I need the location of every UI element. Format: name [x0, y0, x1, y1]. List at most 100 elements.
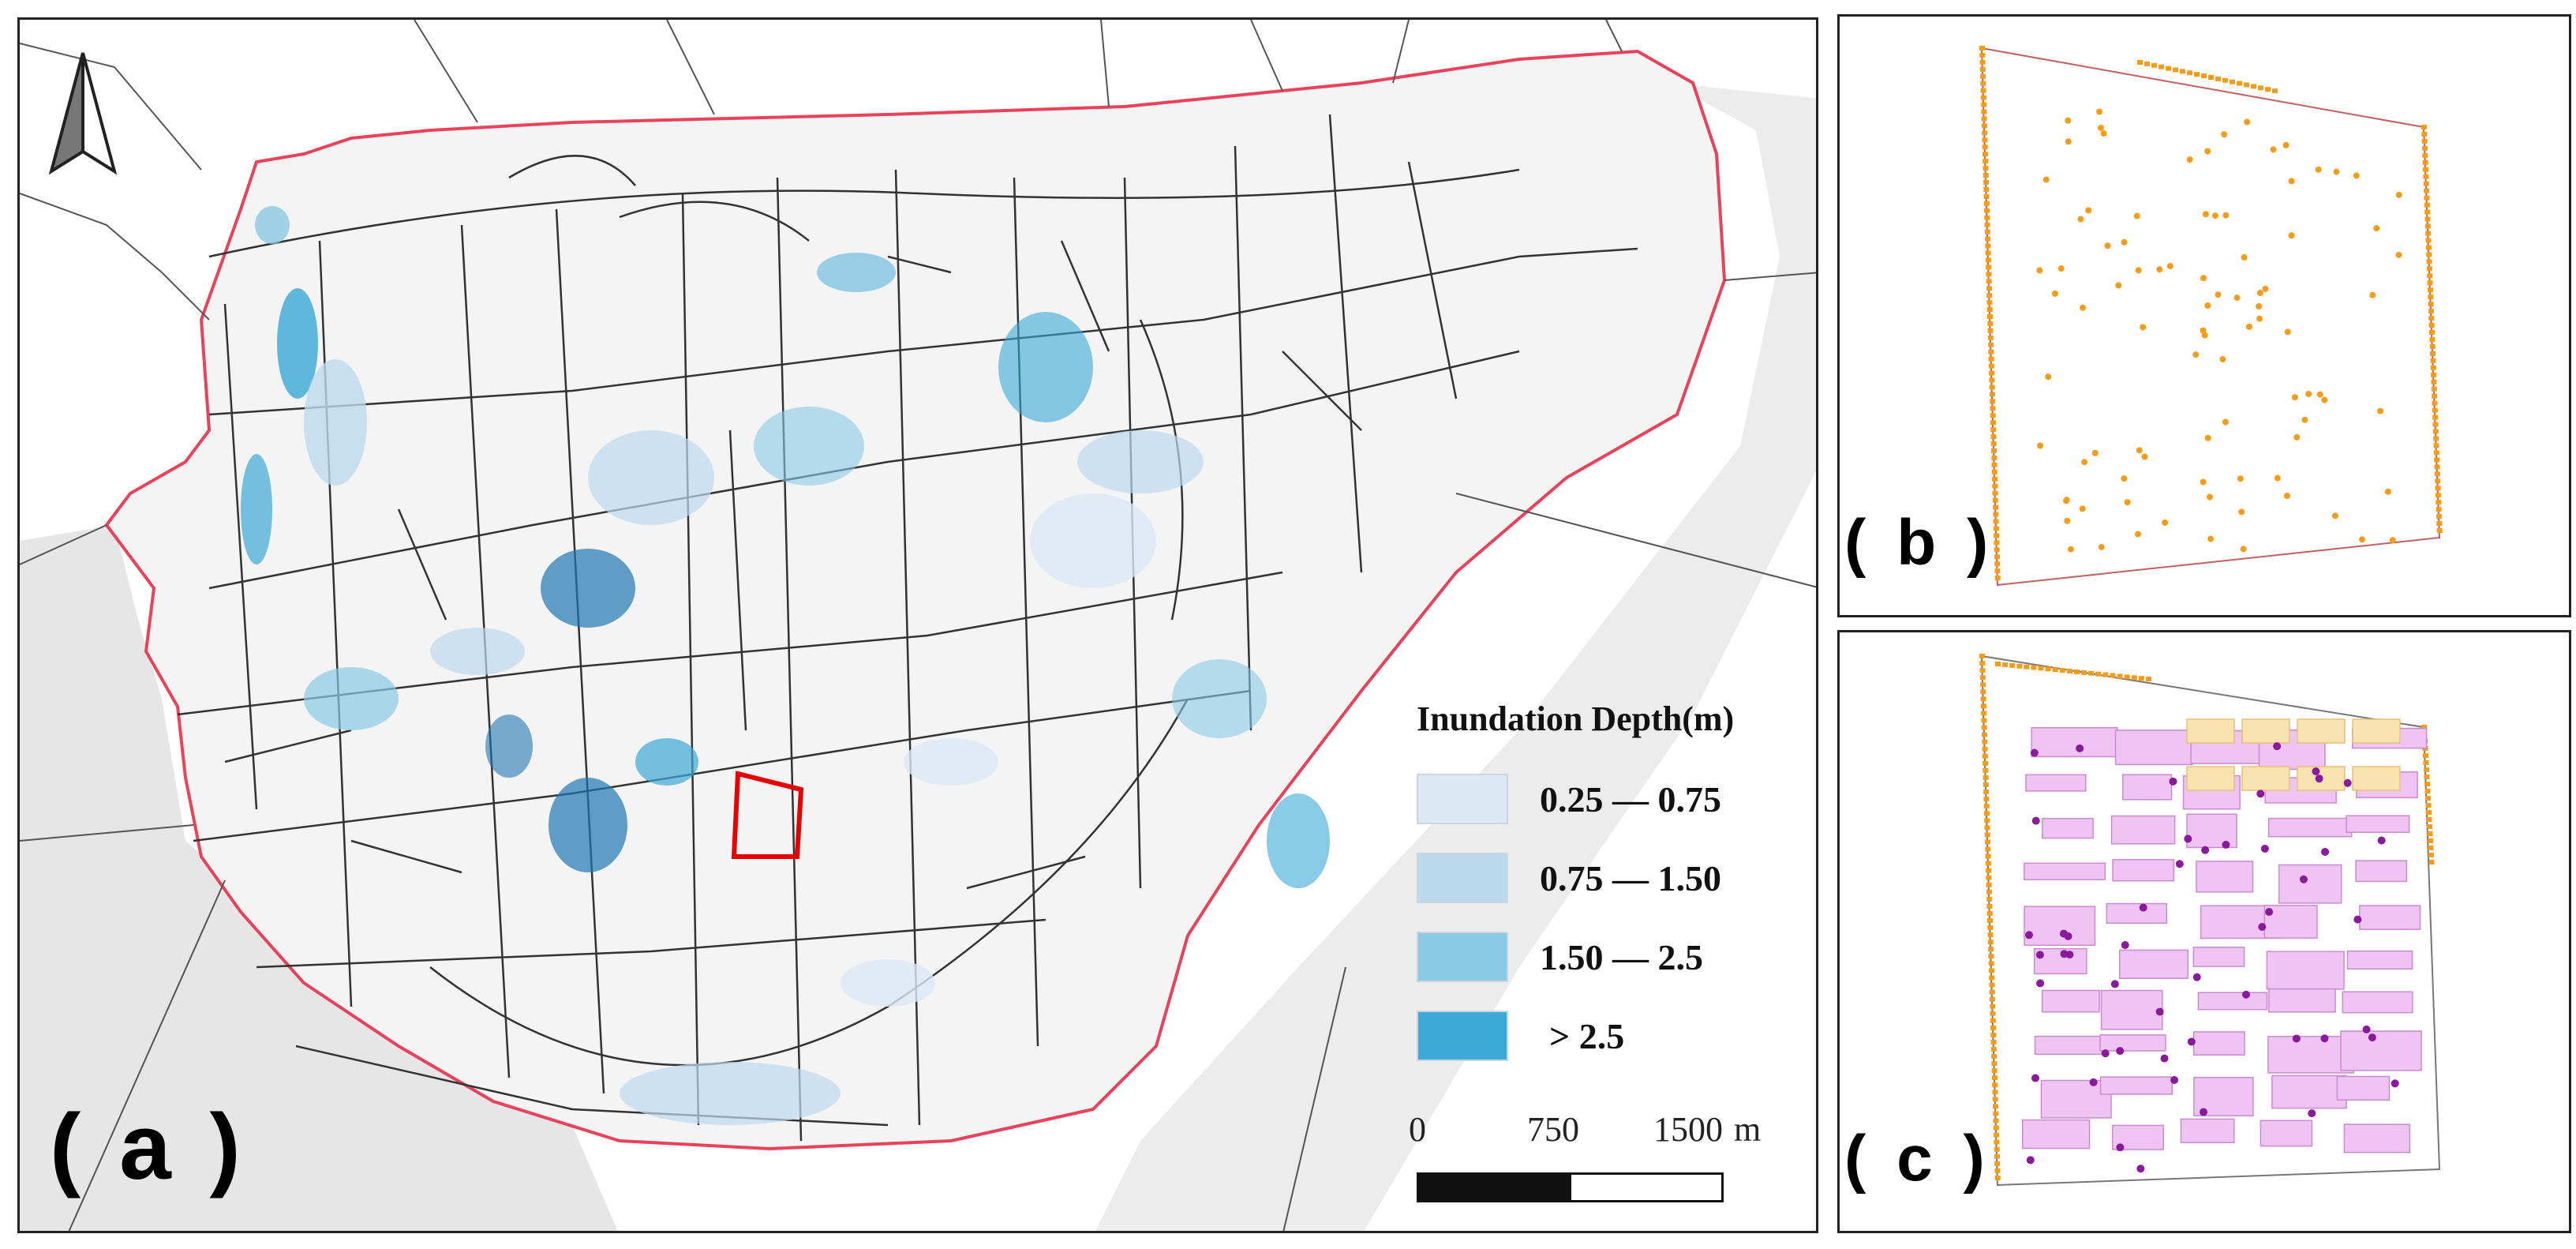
building [2267, 817, 2353, 838]
drain-point [2215, 291, 2222, 298]
drain-point [1994, 561, 2001, 567]
drain-point [2421, 131, 2428, 137]
flood-patch [485, 715, 533, 778]
drain-point [2424, 223, 2431, 229]
drain-point [2115, 282, 2122, 289]
drain-point [1984, 229, 1990, 234]
buildings-yellow-layer [2186, 718, 2401, 791]
drain-point [2064, 517, 2071, 524]
drain-point [1988, 961, 1994, 966]
drain-point [1995, 662, 2001, 666]
legend-label: 0.25 — 0.75 [1540, 778, 1721, 820]
building-point [2036, 979, 2045, 988]
drain-point [1986, 307, 1993, 313]
drain-point [2098, 543, 2105, 550]
flood-patch [1077, 430, 1204, 493]
drain-point [1990, 406, 1996, 411]
buildings-layer [2021, 727, 2428, 1153]
drain-point [1986, 889, 1992, 895]
building-point [2170, 1076, 2179, 1085]
building [2106, 902, 2168, 925]
drain-point [2144, 61, 2150, 66]
building-point [2308, 1109, 2316, 1118]
drain-point [1989, 996, 1995, 1002]
panel-c-canvas [1979, 654, 2441, 1187]
drain-point [1981, 116, 1987, 122]
drain-point [1990, 1018, 1996, 1023]
legend-item: > 2.5 [1417, 996, 1795, 1075]
drain-point [2333, 168, 2340, 175]
drain-point [1990, 1046, 1997, 1052]
building [2297, 718, 2346, 744]
drain-point [2424, 789, 2431, 793]
drain-point [2009, 662, 2016, 668]
drain-point [1992, 1097, 1998, 1102]
drain-point [2121, 238, 2128, 246]
drain-point [2432, 429, 2439, 434]
drain-point [2305, 390, 2312, 397]
drain-point [1980, 73, 1986, 79]
flood-patch [1030, 493, 1156, 588]
building-point [2299, 875, 2308, 883]
building [2186, 766, 2235, 791]
drain-point [2433, 443, 2439, 448]
building [2352, 718, 2401, 744]
drain-point [2272, 88, 2278, 94]
building-point [2175, 860, 2184, 868]
building-point [2320, 1034, 2329, 1043]
drain-point [1991, 462, 1998, 467]
drain-point [2124, 499, 2131, 506]
inundation-layer [241, 206, 1330, 1125]
drain-point [2135, 531, 2142, 538]
scale-unit: m [1734, 1110, 1762, 1149]
drain-point [2432, 414, 2439, 420]
drain-point [2424, 202, 2430, 208]
drain-point [2237, 81, 2242, 86]
building [2112, 859, 2175, 882]
drain-point [2222, 77, 2228, 83]
drain-point [2042, 176, 2050, 183]
drain-point [1981, 109, 1987, 114]
drain-point [2422, 145, 2428, 151]
drain-point [1994, 1168, 2001, 1173]
drain-point [1979, 66, 1986, 72]
building-point [2031, 816, 2040, 825]
drain-point [2124, 674, 2130, 680]
map-canvas [20, 20, 1816, 1231]
drain-point [1980, 703, 1986, 709]
drain-point [1989, 982, 1995, 988]
drain-point [1994, 554, 2000, 560]
drain-point [1988, 968, 1994, 973]
drain-point [2140, 324, 2147, 331]
drain-point [1991, 455, 1998, 460]
flood-patch [304, 359, 367, 486]
drain-point [2145, 677, 2151, 682]
drain-point [2141, 453, 2148, 460]
drain-point [1982, 739, 1988, 745]
building-point [2377, 836, 2386, 845]
drain-point [1983, 159, 1989, 164]
drain-point [2291, 394, 2298, 401]
drain-point [1987, 314, 1993, 319]
drain-point [1989, 377, 1995, 383]
building-point [2184, 835, 2192, 843]
drain-point [2245, 323, 2252, 330]
drain-point [1993, 519, 1999, 524]
drain-point [1993, 1111, 1999, 1116]
building-point [2258, 923, 2267, 932]
drain-point [2166, 263, 2174, 270]
drain-point [1990, 1032, 1997, 1037]
flood-patch [549, 778, 627, 872]
drain-edge-points [1979, 46, 2443, 581]
drain-point [1987, 932, 1994, 938]
drain-point [2256, 290, 2263, 297]
drain-point [1994, 1132, 2000, 1138]
legend-label: 0.75 — 1.50 [1540, 857, 1721, 898]
drain-point [2284, 328, 2291, 336]
drain-point [2432, 422, 2439, 427]
drain-point [1986, 868, 1992, 873]
drain-point [2045, 373, 2052, 381]
drain-point [2088, 670, 2095, 676]
drain-point [1986, 279, 1992, 284]
drain-point [2425, 231, 2432, 236]
